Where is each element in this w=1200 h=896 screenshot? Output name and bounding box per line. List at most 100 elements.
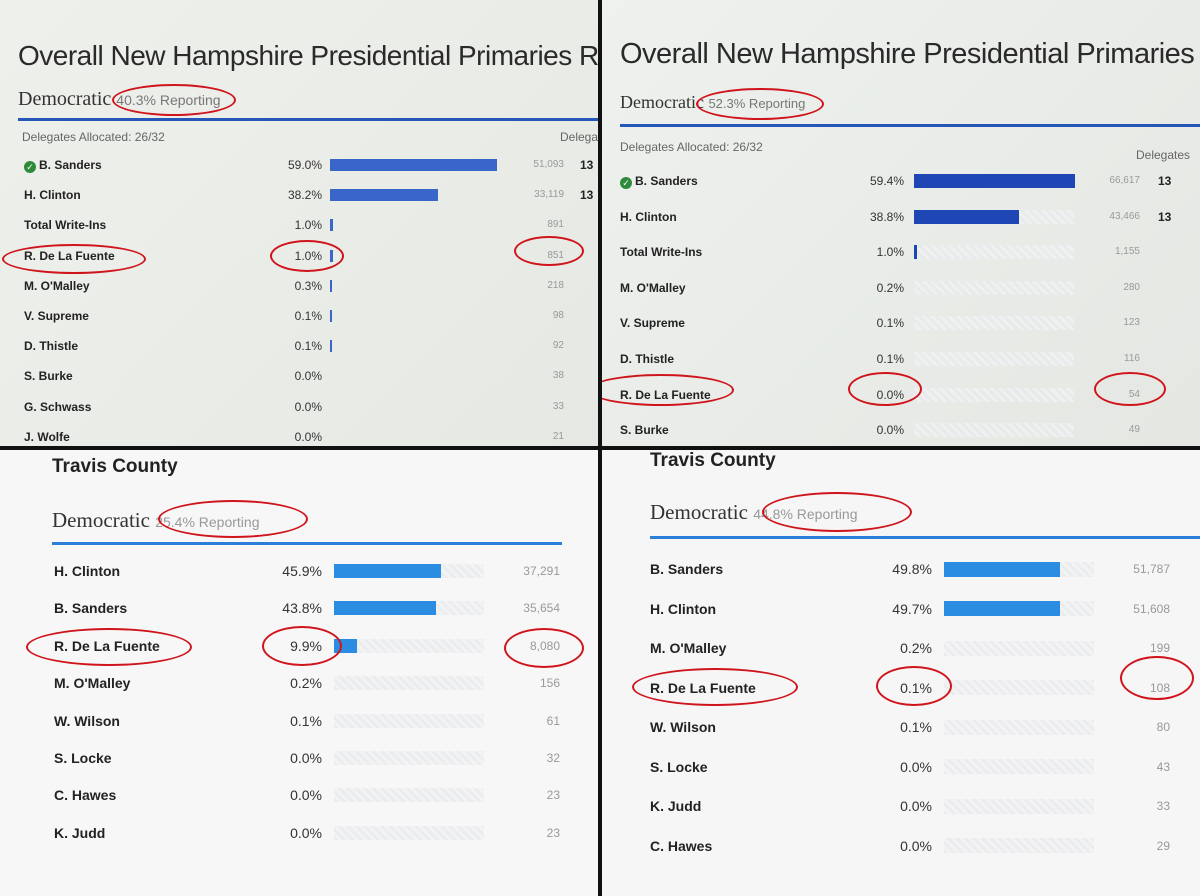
candidate-name-text: V. Supreme [620, 316, 685, 331]
table-row: Total Write-Ins 1.0% 1,155 [602, 241, 1200, 263]
table-row: H. Clinton 38.2% 33,119 13 [0, 184, 598, 206]
vote-bar-track [944, 838, 1094, 853]
vote-count: 98 [552, 310, 564, 321]
vote-percent: 43.8% [282, 600, 322, 617]
candidate-name-text: H. Clinton [620, 209, 677, 224]
highlight-circle-votes [514, 236, 584, 266]
nh-results-panel-later: Overall New Hampshire Presidential Prima… [602, 0, 1200, 446]
check-icon: ✓ [24, 161, 36, 173]
table-row: S. Locke 0.0% 43 [602, 756, 1200, 778]
vote-count: 33 [552, 400, 564, 412]
vote-count: 23 [546, 788, 560, 803]
vote-bar-track [334, 638, 484, 653]
highlight-circle-votes [1094, 372, 1166, 406]
table-row: Total Write-Ins 1.0% 891 [0, 214, 598, 236]
vote-percent: 0.0% [290, 787, 322, 804]
table-row: W. Wilson 0.1% 61 [0, 710, 598, 732]
vote-bar-track [944, 759, 1094, 774]
vote-bar-track [914, 352, 1074, 366]
vote-percent: 0.0% [876, 423, 904, 438]
vote-percent: 1.0% [294, 218, 322, 233]
candidate-name-text: S. Burke [620, 423, 669, 438]
vote-percent: 38.8% [869, 209, 904, 224]
highlight-circle-name [2, 244, 146, 274]
candidate-name-text: B. Sanders [54, 600, 128, 617]
party-label: Democratic [18, 88, 112, 110]
delegate-count: 13 [580, 158, 594, 172]
candidate-name-text: D. Thistle [24, 339, 79, 354]
table-row: H. Clinton 45.9% 37,291 [0, 560, 598, 582]
vote-bar [334, 601, 437, 616]
delegates-allocated: Delegates Allocated: 26/32 [22, 130, 165, 144]
results-table: ✓ B. Sanders 59.4% 66,617 13 H. Clinton 38.8% 4… [602, 0, 1200, 446]
vote-bar [914, 209, 1020, 224]
candidate-name: D. Thistle [24, 335, 78, 357]
table-row: B. Sanders 49.8% 51,787 [602, 558, 1200, 580]
candidate-name-text: M. O'Malley [620, 280, 686, 295]
highlight-circle-reporting [112, 84, 236, 116]
candidate-name-text: B. Sanders [635, 174, 698, 188]
table-row: ✓ B. Sanders 59.0% 51,093 13 [0, 154, 598, 176]
candidate-name-text: H. Clinton [24, 188, 81, 203]
party-underline [650, 536, 1200, 539]
delegate-count: 13 [580, 188, 594, 203]
candidate-name-text: M. O'Malley [24, 278, 90, 293]
party-label: Democratic [650, 500, 748, 524]
vote-bar [944, 561, 1061, 577]
vote-count: 116 [1124, 353, 1140, 364]
highlight-circle-pct [848, 372, 922, 406]
table-row: K. Judd 0.0% 33 [602, 795, 1200, 817]
table-row: D. Thistle 0.1% 92 [0, 335, 598, 357]
candidate-name-text: H. Clinton [650, 600, 717, 617]
vote-bar [944, 601, 1060, 616]
highlight-circle-name [632, 668, 798, 706]
vote-bar [330, 279, 332, 292]
candidate-name-text: B. Sanders [39, 158, 102, 172]
table-row: M. O'Malley 0.3% 218 [0, 275, 598, 297]
delegate-count: 13 [1158, 174, 1172, 188]
vote-bar [914, 245, 917, 260]
vote-bar [330, 159, 498, 171]
table-row: W. Wilson 0.1% 80 [602, 716, 1200, 738]
vote-bar-track [914, 423, 1074, 438]
vote-percent: 0.0% [290, 750, 322, 766]
party-label: Democratic [52, 508, 150, 532]
candidate-name: M. O'Malley [650, 637, 726, 659]
check-icon: ✓ [620, 177, 632, 189]
candidate-name-text: M. O'Malley [54, 675, 131, 692]
vote-count: 33,119 [534, 189, 564, 201]
table-row: K. Judd 0.0% 23 [0, 822, 598, 844]
candidate-name: M. O'Malley [54, 672, 130, 694]
vote-bar-track [334, 713, 484, 728]
vote-percent: 49.7% [892, 600, 932, 617]
candidate-name-text: S. Burke [24, 369, 73, 384]
table-row: S. Burke 0.0% 49 [602, 419, 1200, 441]
table-row: V. Supreme 0.1% 98 [0, 305, 598, 327]
party-underline [52, 542, 562, 545]
candidate-name-text: W. Wilson [54, 712, 120, 729]
vote-percent: 0.1% [876, 316, 904, 331]
vote-bar-track [914, 280, 1074, 295]
vote-percent: 1.0% [876, 245, 904, 260]
table-row: H. Clinton 38.8% 43,466 13 [602, 206, 1200, 228]
vote-percent: 0.2% [876, 280, 904, 295]
vote-count: 38 [552, 370, 564, 382]
table-row: H. Clinton 49.7% 51,608 [602, 598, 1200, 620]
vote-count: 66,617 [1109, 175, 1140, 186]
candidate-name-text: S. Locke [54, 750, 112, 766]
table-row: C. Hawes 0.0% 23 [0, 784, 598, 806]
vote-bar-track [330, 401, 331, 413]
vote-percent: 0.0% [294, 429, 322, 444]
travis-results-panel-later: Travis County Democratic 44.8% Reporting… [602, 450, 1200, 896]
candidate-name: H. Clinton [24, 184, 81, 206]
vote-count: 33 [1156, 799, 1170, 813]
candidate-name-text: D. Thistle [620, 352, 675, 366]
table-row: M. O'Malley 0.2% 199 [602, 637, 1200, 659]
vote-count: 80 [1156, 720, 1170, 734]
highlight-circle-votes [504, 628, 584, 668]
candidate-name-text: M. O'Malley [650, 640, 727, 656]
nh-results-panel-early: Overall New Hampshire Presidential Prima… [0, 0, 598, 446]
candidate-name: V. Supreme [24, 305, 89, 327]
candidate-name: K. Judd [650, 795, 701, 817]
vote-bar-track [944, 680, 1094, 695]
